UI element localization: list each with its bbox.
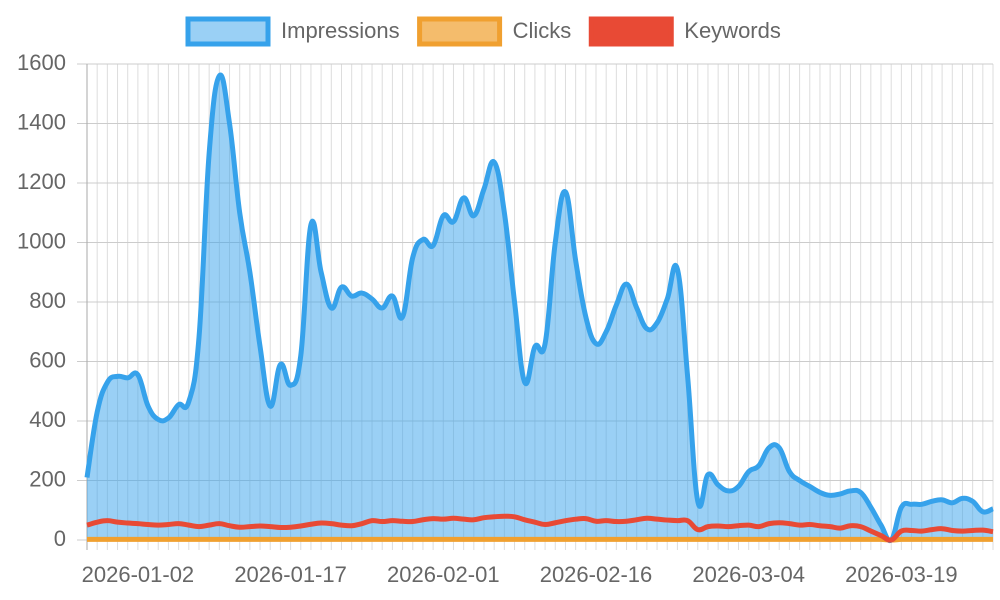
line [87,536,993,543]
x-tick-label: 2026-02-16 [540,562,653,587]
x-tick-label: 2026-01-17 [234,562,347,587]
legend-label: Clicks [513,18,572,43]
y-tick-label: 800 [29,288,66,313]
y-tick-label: 1000 [17,228,66,253]
legend: Impressions Clicks Keywords [185,16,781,47]
legend-label: Impressions [281,18,400,43]
x-tick-label: 2026-03-04 [692,562,805,587]
y-tick-label: 200 [29,466,66,491]
y-tick-label: 400 [29,407,66,432]
y-tick-label: 600 [29,347,66,372]
legend-swatch [588,16,674,47]
line [86,513,994,543]
y-tick-label: 0 [54,526,66,551]
legend-label: Keywords [684,18,781,43]
legend-swatch [417,16,503,47]
y-tick-label: 1200 [17,169,66,194]
x-tick-label: 2026-02-01 [387,562,500,587]
line [84,72,994,544]
x-tick-label: 2026-03-19 [845,562,958,587]
y-tick-label: 1600 [17,50,66,75]
legend-swatch [185,16,271,47]
y-tick-label: 1400 [17,109,66,134]
x-tick-label: 2026-01-02 [82,562,195,587]
area [87,75,993,541]
